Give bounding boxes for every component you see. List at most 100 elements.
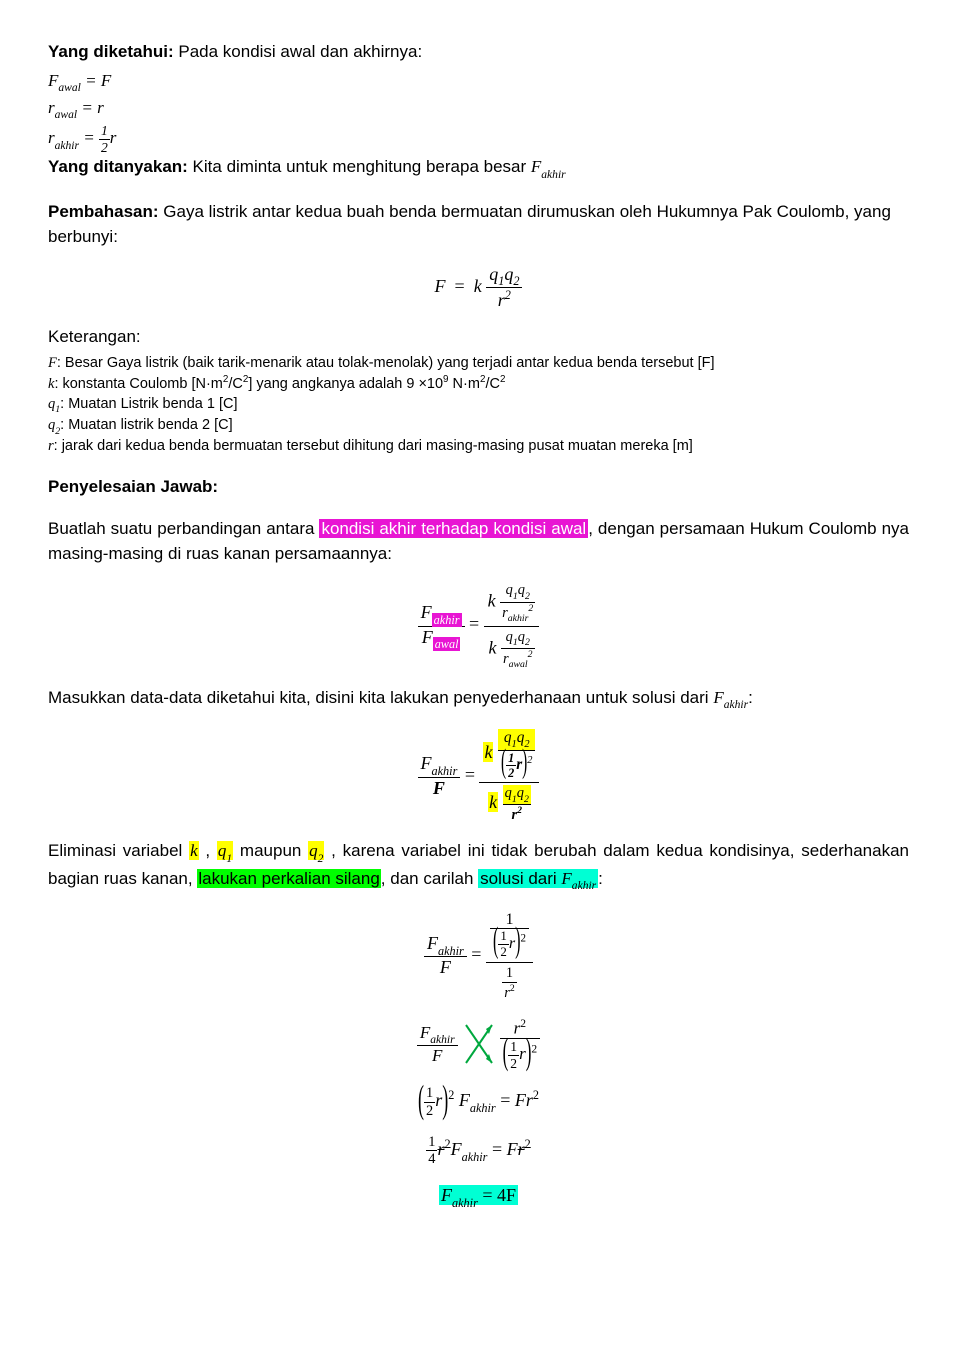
superscript: 2 [517,805,522,816]
solution-step-3: (12r)2 Fakhir = Fr2 [48,1085,909,1119]
sym: r [503,650,509,666]
sym: r [519,1044,526,1063]
num: 1 (12r)2 [486,908,533,963]
body-p3: Eliminasi variabel k , q1 maupun q2 , ka… [48,839,909,893]
text: maupun [233,841,308,860]
strike: r2 [518,1139,531,1159]
subscript: awal [55,108,77,121]
sym: k [488,591,496,611]
text: : [598,869,603,888]
sym: q [518,629,525,645]
superscript: 2 [528,649,533,660]
inner-frac: q1q2 rawal2 [501,629,535,670]
num: 1 [498,929,508,945]
sym: F [561,869,571,888]
sym: F [48,355,57,371]
subscript: awal [509,659,528,670]
superscript: 2 [527,755,532,766]
sym: q [518,582,525,598]
sym: F [48,71,58,90]
subscript: 2 [525,591,530,602]
den: 2 [506,766,516,780]
num: q1q2 [501,629,535,649]
keterangan-heading: Keterangan: [48,325,909,350]
text-pembahasan: Gaya listrik antar kedua buah benda berm… [48,202,891,246]
given-eq-1: Fawal = F [48,69,909,96]
ratio-eq-2: Fakhir F = k q1q2 (12r)2 k q1q2 r2 [48,727,909,826]
num: 1 [502,965,517,983]
subscript: akhir [452,1196,478,1210]
text: /C [485,376,500,392]
text: ] yang angkanya adalah 9 ×10 [248,376,443,392]
den: F [417,1046,458,1066]
subscript: 1 [226,852,232,865]
highlight-cyan: Fakhir = 4F [439,1185,518,1205]
subscript: akhir [462,1150,488,1164]
sym: q [505,785,512,801]
den: 4 [426,1151,437,1168]
den: (12r)2 [498,751,536,780]
den: Fawal [418,627,465,651]
highlight-green: lakukan perkalian silang [197,869,380,888]
num: Fakhir [417,1023,458,1047]
den: 1 r2 [486,963,533,1003]
text: : konstanta Coulomb [N·m [54,376,222,392]
subscript: akhir [470,1101,496,1115]
sym: q [506,629,513,645]
highlight-yellow: k [488,792,498,812]
subscript: akhir [508,613,529,624]
subscript: akhir [432,764,458,778]
given-eq-2: rawal = r [48,96,909,123]
sym: F [422,627,433,647]
den: r2 [502,983,517,1001]
half-frac: 12 [506,751,516,780]
sym: F [420,1023,430,1042]
text: : Besar Gaya listrik (baik tarik-menarik… [57,355,715,371]
solution-step-2: Fakhir F r2 (12r)2 [48,1017,909,1071]
sym: k [484,742,492,762]
num: Fakhir [424,933,467,958]
inner-frac: 1 r2 [502,965,517,1001]
den: F [424,957,467,978]
text: solusi dari [480,869,561,888]
text: , dan carilah [381,869,478,888]
highlight-yellow: q1 [217,841,233,860]
subscript: awal [58,81,80,94]
subscript: 1 [513,591,518,602]
text: N·m [449,376,480,392]
ket-F: F: Besar Gaya listrik (baik tarik-menari… [48,354,909,374]
sym: F [713,688,723,707]
inner-frac: q1q2 r2 [503,785,531,824]
sym: r [48,128,55,147]
ket-r: r: jarak dari kedua benda bermuatan ters… [48,437,909,457]
text: Buatlah suatu perbandingan antara [48,519,319,538]
sym: F [440,957,451,977]
highlight-magenta: kondisi akhir terhadap kondisi awal [319,519,588,538]
fraction-left: Fakhir Fawal [418,602,465,650]
subscript: 1 [513,637,518,648]
fraction-left: Fakhir F [417,1023,458,1066]
fraction-left: Fakhir F [424,933,467,978]
num: 1 [99,123,110,140]
superscript: 2 [500,374,505,385]
text: = 4F [478,1185,516,1205]
highlight-yellow: k [189,841,199,860]
sym: q [506,582,513,598]
ket-q2: q2: Muatan listrik benda 2 [C] [48,416,909,437]
given-eq-3: rakhir = 1 2 r [48,123,909,155]
subscript: 1 [512,794,517,805]
sym: F [421,602,432,622]
sym: k [488,637,496,657]
den: 2 [424,1103,435,1120]
subscript: 2 [318,852,324,865]
fraction-right: 1 (12r)2 1 r2 [486,908,533,1003]
superscript: 2 [528,603,533,614]
ket-q1: q1: Muatan Listrik benda 1 [C] [48,395,909,416]
text: , [199,841,217,860]
text: Masukkan data-data diketahui kita, disin… [48,688,713,707]
highlight-yellow: q2 [308,841,324,860]
sym: F [451,1139,462,1159]
cross-multiply-icon [464,1021,494,1067]
sym: F [531,157,541,176]
subscript: 2 [55,426,60,437]
